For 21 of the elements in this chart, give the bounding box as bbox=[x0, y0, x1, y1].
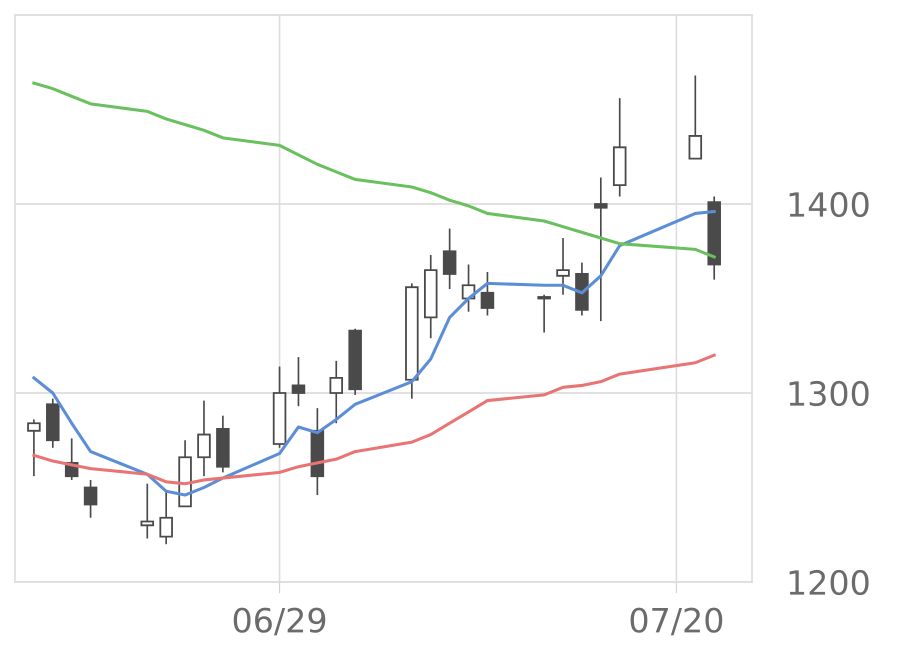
candlestick bbox=[159, 490, 173, 546]
candlestick bbox=[84, 479, 98, 519]
candlestick bbox=[537, 294, 551, 334]
line-series bbox=[32, 210, 716, 497]
y-tick-label: 1200 bbox=[790, 570, 869, 596]
x-tick-label: 07/20 bbox=[630, 608, 722, 636]
candlestick bbox=[688, 74, 702, 160]
candlestick bbox=[556, 237, 570, 296]
candlestick bbox=[594, 176, 608, 322]
x-tick-label: 06/29 bbox=[234, 608, 326, 636]
candlestick bbox=[442, 228, 456, 290]
candlestick bbox=[329, 360, 344, 424]
candlestick bbox=[140, 482, 154, 540]
line-series bbox=[32, 354, 716, 486]
candlestick bbox=[480, 271, 494, 316]
line-series bbox=[32, 82, 716, 258]
candlestick bbox=[27, 418, 41, 477]
candlestick bbox=[292, 356, 306, 408]
y-tick-label: 1400 bbox=[790, 192, 869, 218]
candlestick bbox=[197, 400, 211, 477]
y-tick-label: 1300 bbox=[790, 380, 869, 406]
